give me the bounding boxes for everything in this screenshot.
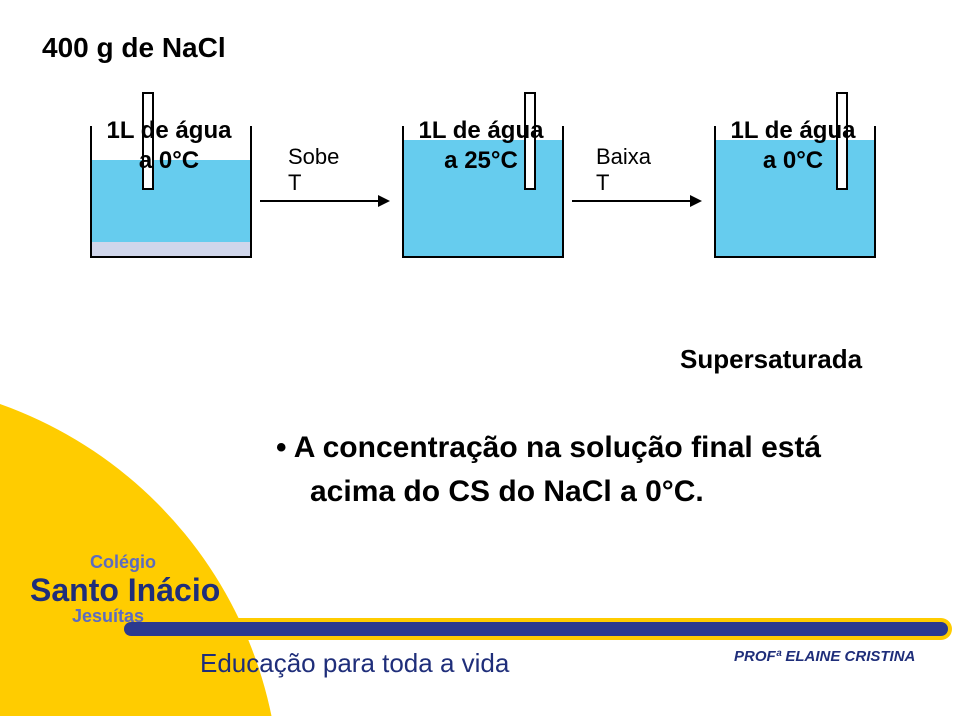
- beaker-1: 1L de águaa 0°C: [90, 126, 248, 256]
- footer-prof: PROFª ELAINE CRISTINA: [734, 648, 915, 665]
- arrow-head-icon: [690, 195, 702, 207]
- slide-title: 400 g de NaCl: [42, 32, 226, 64]
- beaker-label-line1: 1L de água: [382, 116, 580, 146]
- bullet-line-2: acima do CS do NaCl a 0°C.: [310, 470, 821, 514]
- beaker-label-line2: a 25°C: [382, 146, 580, 176]
- footer-tagline: Educação para toda a vida: [200, 648, 509, 679]
- beaker-label: 1L de águaa 0°C: [70, 116, 268, 176]
- beaker-label: 1L de águaa 0°C: [694, 116, 892, 176]
- beaker-label-line2: a 0°C: [694, 146, 892, 176]
- arrow-head-icon: [378, 195, 390, 207]
- beaker-label-line1: 1L de água: [70, 116, 268, 146]
- beaker-label-line1: 1L de água: [694, 116, 892, 146]
- beaker-3: 1L de águaa 0°C: [714, 126, 872, 256]
- beaker-2: 1L de águaa 25°C: [402, 126, 560, 256]
- status-supersaturada: Supersaturada: [680, 344, 862, 375]
- arrow-caption: Sobe T: [288, 144, 339, 196]
- footer-band-inner: [124, 622, 948, 636]
- logo-colegio: Colégio: [90, 552, 156, 573]
- logo-santo-inacio: Santo Inácio: [30, 572, 220, 609]
- logo-jesuitas: Jesuítas: [72, 606, 144, 627]
- arrow-caption: Baixa T: [596, 144, 651, 196]
- beaker-label: 1L de águaa 25°C: [382, 116, 580, 176]
- slide: 400 g de NaCl 1L de águaa 0°C1L de águaa…: [0, 0, 960, 716]
- beaker-label-line2: a 0°C: [70, 146, 268, 176]
- beaker-precipitate: [92, 242, 250, 256]
- bullet-text: • A concentração na solução final está a…: [276, 426, 821, 514]
- bullet-line-1: • A concentração na solução final está: [276, 426, 821, 470]
